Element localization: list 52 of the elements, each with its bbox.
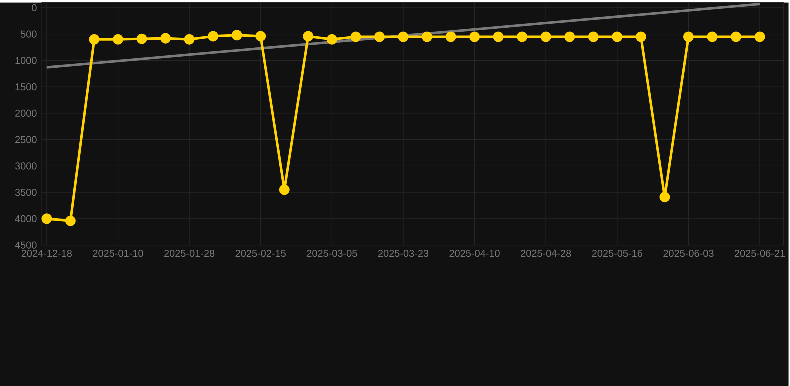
point [422, 32, 433, 42]
y-tick-label: 3000 [15, 162, 37, 170]
x-tick-label: 2025-04-10 [450, 250, 500, 258]
point [612, 32, 623, 42]
point [683, 32, 694, 42]
x-tick-label: 2025-03-05 [307, 250, 358, 258]
point [707, 32, 718, 42]
x-tick-label: 2025-06-21 [734, 250, 786, 258]
y-tick-label: 1000 [16, 57, 37, 64]
x-tick-label: 2025-01-28 [164, 250, 215, 258]
x-tick-label: 2025-05-16 [592, 250, 642, 258]
point [754, 32, 766, 42]
x-tick-label: 2024-12-18 [22, 250, 72, 258]
point [588, 32, 599, 42]
point [42, 214, 52, 224]
y-tick-label: 500 [20, 30, 37, 38]
point [374, 32, 385, 42]
point [65, 216, 76, 226]
point [184, 34, 195, 45]
x-tick-label: 2025-01-10 [93, 250, 144, 258]
point [279, 184, 290, 196]
y-tick-label: 3500 [15, 188, 37, 196]
point [112, 34, 124, 45]
point [636, 32, 646, 42]
point [136, 34, 148, 44]
x-tick-label: 2025-06-03 [664, 250, 714, 258]
point [256, 31, 266, 42]
y-tick-label: 2500 [16, 136, 37, 144]
point [326, 34, 338, 45]
point [350, 32, 362, 42]
point [446, 32, 456, 42]
y-tick-label: 4000 [15, 215, 37, 222]
y-tick-label: 0 [32, 4, 37, 12]
point [493, 32, 504, 42]
x-tick-label: 2025-02-15 [236, 250, 286, 258]
point [398, 32, 409, 42]
point [730, 32, 742, 42]
point [517, 32, 528, 42]
point [208, 31, 219, 42]
y-tick-label: 4500 [15, 242, 37, 249]
x-tick-label: 2025-03-23 [378, 250, 429, 258]
point [540, 32, 552, 42]
point [160, 33, 172, 44]
point [303, 31, 314, 42]
point [232, 30, 242, 41]
point [660, 192, 670, 203]
point [89, 34, 100, 45]
point [470, 32, 480, 42]
y-tick-label: 1500 [16, 84, 37, 91]
y-tick-label: 2000 [16, 110, 37, 117]
point [564, 32, 576, 42]
x-tick-label: 2025-04-28 [521, 250, 572, 258]
